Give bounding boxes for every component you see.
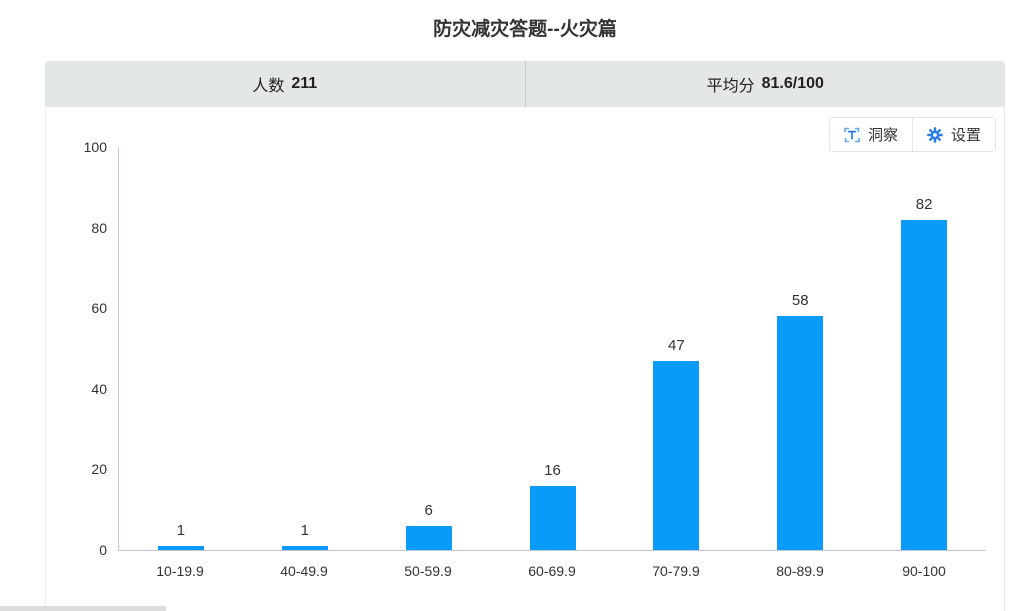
- x-tick-label: 40-49.9: [280, 563, 328, 579]
- stat-average: 平均分 81.6/100: [526, 61, 1006, 107]
- stats-bar: 人数 211 平均分 81.6/100: [45, 61, 1005, 107]
- bar: [405, 525, 452, 550]
- bars: 1 1 6 16 47 58 82: [119, 147, 986, 550]
- bar-slot: 1: [119, 147, 243, 550]
- x-tick-label: 80-89.9: [776, 563, 824, 579]
- bar: [653, 360, 700, 550]
- y-tick-label: 0: [99, 542, 107, 558]
- stats-divider: [524, 61, 526, 107]
- bar-slot: 16: [491, 147, 615, 550]
- bar-value-label: 82: [915, 195, 933, 213]
- gear-icon: [927, 126, 943, 143]
- stat-average-value: 81.6/100: [761, 75, 824, 92]
- bar: [281, 545, 328, 550]
- chart-toolbar: 洞察 设置: [828, 117, 996, 152]
- chart-card: 洞察 设置 1 1 6 16 47 58 82 0 20 40 60 80 100 10-19.: [45, 107, 1005, 611]
- stat-people-value: 211: [291, 75, 318, 92]
- y-tick-label: 60: [91, 300, 107, 317]
- bar-value-label: 1: [300, 521, 309, 539]
- y-tick-label: 20: [91, 461, 107, 478]
- y-tick-label: 80: [91, 219, 107, 236]
- settings-button[interactable]: 设置: [911, 118, 995, 151]
- plot-area: 1 1 6 16 47 58 82 0 20 40 60 80 100: [84, 139, 986, 558]
- x-tick-label: 50-59.9: [404, 563, 452, 579]
- y-tick-label: 100: [83, 139, 107, 155]
- bar-slot: 47: [614, 147, 738, 550]
- bar: [777, 316, 824, 550]
- y-tick-label: 40: [91, 380, 107, 397]
- bar: [901, 219, 948, 550]
- bar-slot: 82: [862, 147, 986, 550]
- bar-slot: 6: [367, 147, 491, 550]
- insight-button-label: 洞察: [867, 127, 898, 144]
- page-title: 防灾减灾答题--火灾篇: [433, 19, 617, 40]
- bar-value-label: 6: [424, 501, 433, 519]
- x-tick-label: 60-69.9: [528, 563, 576, 579]
- bar-value-label: 47: [668, 336, 685, 354]
- bar-slot: 1: [243, 147, 367, 550]
- bar-value-label: 1: [176, 521, 186, 539]
- bar: [157, 545, 204, 550]
- stat-people: 人数 211: [45, 61, 525, 107]
- text-insight-icon: [844, 127, 860, 143]
- stat-people-label: 人数: [252, 78, 285, 95]
- bar: [529, 485, 576, 550]
- stat-average-label: 平均分: [706, 78, 755, 95]
- x-tick-label: 10-19.9: [156, 563, 204, 579]
- bottom-page-edge: [0, 606, 166, 611]
- bar-slot: 58: [738, 147, 862, 550]
- x-tick-label: 70-79.9: [652, 563, 700, 579]
- insight-button[interactable]: 洞察: [829, 118, 912, 151]
- bar-value-label: 16: [544, 461, 561, 479]
- settings-button-label: 设置: [950, 127, 981, 144]
- x-tick-label: 90-100: [902, 563, 946, 579]
- x-axis-labels: 10-19.9 40-49.9 50-59.9 60-69.9 70-79.9 80-89…: [118, 563, 986, 579]
- bar-value-label: 58: [791, 292, 809, 310]
